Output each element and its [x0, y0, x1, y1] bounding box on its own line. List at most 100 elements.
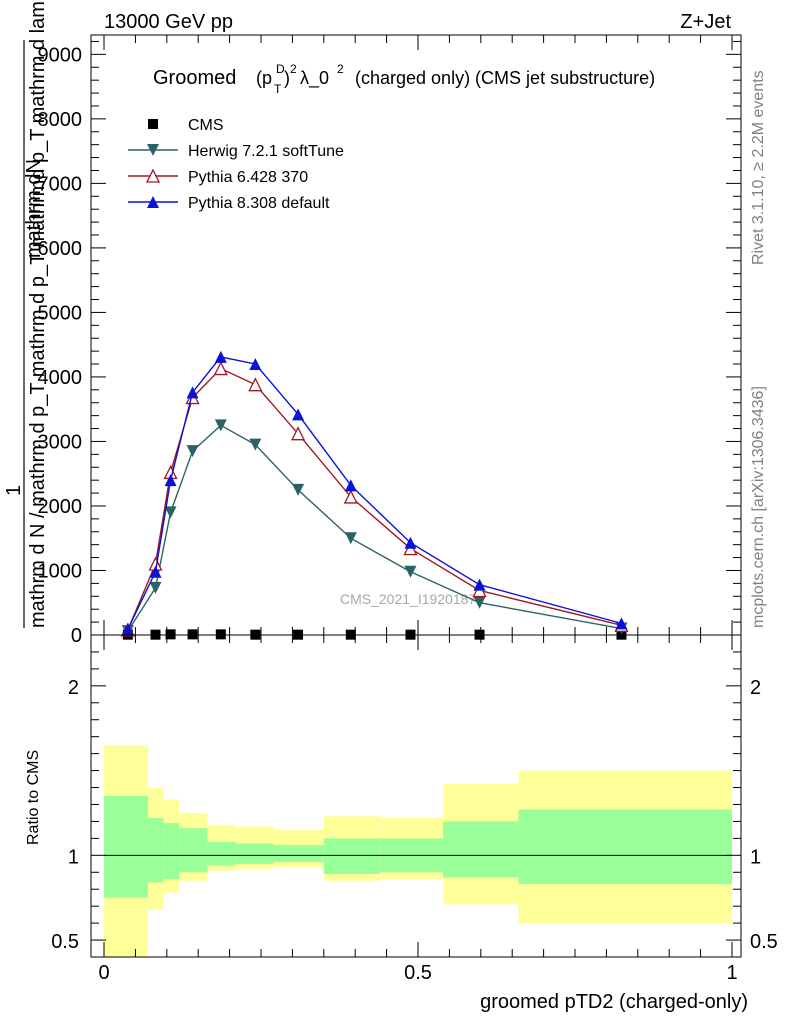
- cms-data-point: [165, 629, 176, 640]
- main-y-tick-label: 5000: [38, 302, 83, 324]
- ratio-inner-band: [518, 809, 732, 885]
- title-tail: (charged only) (CMS jet substructure): [355, 68, 655, 88]
- ratio-inner-band: [147, 818, 164, 883]
- x-axis-label: groomed pTD2 (charged-only): [480, 991, 748, 1013]
- herwig-data-point: [404, 565, 417, 578]
- main-y-tick-label: 6000: [38, 238, 83, 260]
- plot-title: Groomed (p T D ) 2 λ_0 2 (charged only) …: [153, 62, 655, 96]
- herwig-data-point: [147, 144, 159, 156]
- pythia6-data-point: [291, 426, 306, 441]
- ratio-inner-band: [163, 823, 180, 880]
- herwig-data-point: [292, 483, 305, 496]
- pythia8-data-point: [473, 578, 486, 591]
- legend-item: CMS: [148, 117, 224, 134]
- ratio-inner-band: [235, 843, 274, 864]
- pythia6-data-point: [213, 361, 228, 376]
- herwig-data-point: [344, 532, 357, 545]
- main-y-tick-label: 4000: [38, 367, 83, 389]
- legend-item: Herwig 7.2.1 softTune: [128, 143, 344, 160]
- pythia6-data-point: [343, 489, 358, 504]
- ratio-inner-band: [104, 796, 148, 898]
- ylabel-numerator: mathrm dN: [23, 159, 45, 258]
- ratio-y-tick-label: 1: [68, 846, 79, 868]
- title-sup-d: D: [276, 62, 285, 76]
- main-y-tick-label: 0: [71, 625, 82, 647]
- pythia8-data-point: [249, 358, 262, 371]
- main-y-tick-label: 7000: [38, 173, 83, 195]
- pythia8-data-point: [147, 196, 159, 208]
- pythia8-data-point: [121, 623, 134, 636]
- pythia8-data-point: [164, 474, 177, 487]
- cms-data-point: [148, 119, 158, 129]
- x-tick-label: 0.5: [404, 962, 432, 984]
- herwig-data-point: [149, 581, 162, 594]
- title-sub-t: T: [274, 82, 282, 96]
- ylabel-denominator: mathrm d N / mathrm d p_T mathrm d p_T m…: [27, 0, 49, 628]
- title-word: Groomed: [153, 67, 236, 89]
- pythia8-data-point: [615, 617, 628, 630]
- ratio-axis-ticks: [91, 635, 741, 957]
- ratio-inner-band: [207, 841, 236, 866]
- pythia8-data-point: [404, 536, 417, 549]
- rivet-version-label: Rivet 3.1.10, ≥ 2.2M events: [750, 70, 767, 265]
- title-close-paren: ): [284, 68, 290, 88]
- main-y-tick-labels: 0 1000 2000 3000 4000 5000 6000 7000 8000 9000: [38, 44, 83, 647]
- header-energy-label: 13000 GeV pp: [104, 11, 233, 33]
- legend-label: Herwig 7.2.1 softTune: [188, 143, 344, 160]
- ratio-y-tick-label-right: 1: [750, 846, 761, 868]
- herwig-data-point: [164, 506, 177, 519]
- pythia6-data-point: [248, 377, 263, 392]
- title-sup-2b: 2: [337, 62, 344, 76]
- series-line: [127, 356, 622, 630]
- pythia8-data-point: [214, 350, 227, 363]
- ratio-y-tick-labels: 0.5 0.5 1 1 2 2: [51, 677, 778, 953]
- main-y-tick-label: 2000: [38, 496, 83, 518]
- title-open-paren: (p: [256, 68, 272, 88]
- title-lambda: λ_0: [300, 68, 329, 89]
- herwig-data-point: [473, 596, 486, 609]
- x-tick-labels: 0 0.5 1: [98, 962, 737, 984]
- mcplots-reference-label: mcplots.cern.ch [arXiv:1306.3436]: [750, 386, 767, 628]
- legend-item: Pythia 6.428 370: [128, 168, 308, 186]
- herwig-data-point: [214, 419, 227, 432]
- main-panel: 0 1000 2000 3000 4000 5000 6000 7000 8000 9000 CM…: [3, 0, 742, 647]
- pythia8-data-point: [186, 386, 199, 399]
- ratio-inner-band: [179, 828, 208, 873]
- ratio-y-axis-label: Ratio to CMS: [25, 750, 42, 845]
- herwig-data-point: [249, 438, 262, 451]
- ylabel-one: 1: [3, 485, 25, 496]
- pythia8-data-point: [344, 479, 357, 492]
- title-sup-2: 2: [290, 62, 297, 76]
- ratio-y-tick-label: 2: [68, 677, 79, 699]
- ratio-inner-band: [273, 845, 324, 863]
- x-tick-label: 0: [98, 962, 109, 984]
- series-3: [121, 350, 628, 636]
- cms-data-point: [187, 629, 198, 640]
- ratio-inner-band: [443, 821, 519, 878]
- legend-label: Pythia 8.308 default: [188, 195, 330, 212]
- herwig-data-point: [186, 445, 199, 458]
- ratio-y-tick-label-right: 0.5: [750, 931, 778, 953]
- legend-label: Pythia 6.428 370: [188, 169, 308, 186]
- ratio-frame: [90, 634, 742, 958]
- ratio-inner-band: [323, 838, 381, 874]
- pythia6-data-point: [145, 168, 161, 183]
- ratio-y-tick-label: 0.5: [51, 931, 79, 953]
- ratio-bands: [104, 745, 732, 957]
- legend-item: Pythia 8.308 default: [128, 195, 330, 212]
- pythia8-data-point: [292, 408, 305, 421]
- main-y-tick-label: 1000: [38, 560, 83, 582]
- pythia8-data-point: [149, 565, 162, 578]
- header-process-label: Z+Jet: [680, 11, 731, 33]
- ratio-y-tick-label-right: 2: [750, 677, 761, 699]
- main-y-tick-label: 9000: [38, 44, 83, 66]
- main-y-tick-label: 3000: [38, 431, 83, 453]
- main-y-tick-label: 8000: [38, 109, 83, 131]
- main-y-axis-label: mathrm dN 1 mathrm d N / mathrm d p_T ma…: [3, 0, 49, 628]
- x-tick-label: 1: [726, 962, 737, 984]
- legend-label: CMS: [188, 117, 224, 134]
- ratio-panel: 0.5 0.51 12 2 0 0.5 1 Ratio to CMS groomed pT…: [25, 634, 778, 1013]
- cms-data-point: [215, 629, 226, 640]
- legend: CMS Herwig 7.2.1 softTune Pythia 6.428 370…: [128, 117, 344, 212]
